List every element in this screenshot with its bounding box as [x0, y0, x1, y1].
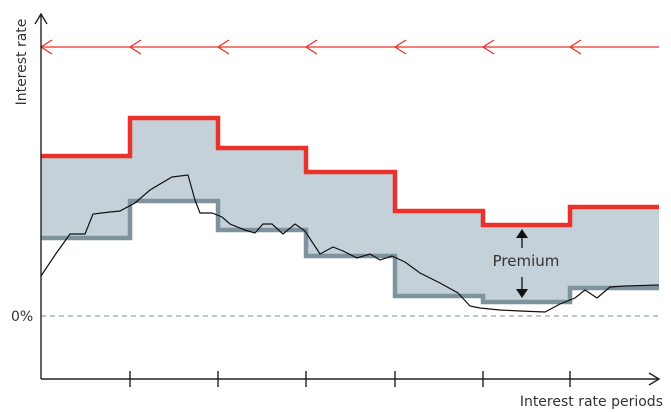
reset-arrows: [39, 39, 659, 55]
arrow-left-icon: [393, 39, 407, 55]
arrow-left-icon: [481, 39, 495, 55]
arrow-down-icon: [516, 289, 528, 298]
premium-label: Premium: [493, 252, 560, 270]
arrow-left-icon: [568, 39, 582, 55]
arrow-left-icon: [304, 39, 318, 55]
y-axis-arrowhead: [34, 12, 48, 25]
premium-arrows: [516, 229, 528, 298]
x-axis-arrowhead: [648, 372, 661, 386]
arrow-up-icon: [516, 229, 528, 238]
zero-percent-label: 0%: [11, 309, 33, 325]
x-axis-label: Interest rate periods: [520, 394, 663, 410]
arrow-left-icon: [216, 39, 230, 55]
y-axis-label: Interest rate: [14, 19, 30, 106]
market-rate-line: [40, 174, 660, 313]
upper-step-line: [41, 115, 659, 228]
premium-band: [41, 118, 659, 302]
arrow-left-icon: [128, 39, 142, 55]
axes: [34, 12, 661, 387]
lower-step-line: [41, 198, 659, 305]
